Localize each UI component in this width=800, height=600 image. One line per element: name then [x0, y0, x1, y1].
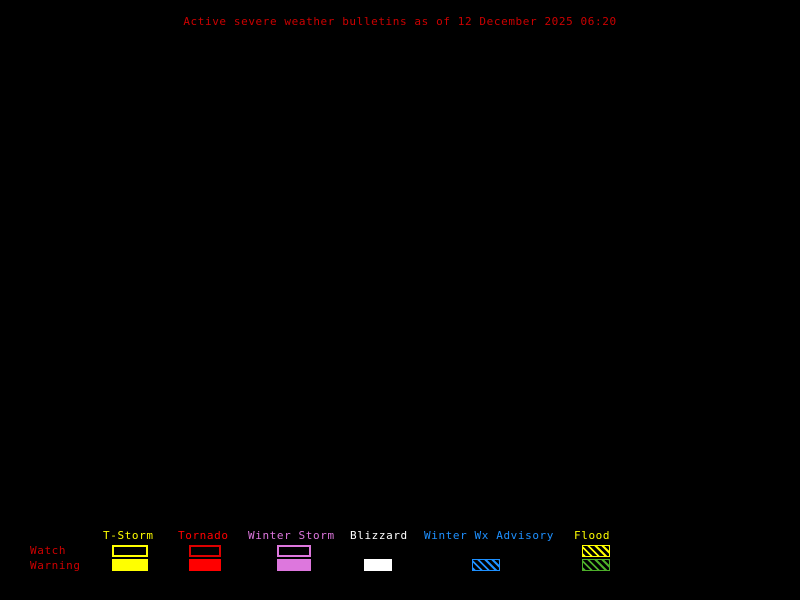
- legend-header-flood: Flood: [574, 529, 611, 542]
- legend-header-winter-storm: Winter Storm: [248, 529, 335, 542]
- legend-header-winter-wx-advisory: Winter Wx Advisory: [424, 529, 555, 542]
- legend-swatch-tstorm-watch: [112, 545, 148, 557]
- legend-swatch-flood-watch: [582, 545, 610, 557]
- legend-swatch-winter-wx-advisory-warning: [472, 559, 500, 571]
- legend-header-blizzard: Blizzard: [350, 529, 408, 542]
- title-bar: Active severe weather bulletins as of 12…: [0, 10, 800, 29]
- legend-row-label-watch: Watch: [30, 544, 67, 557]
- legend: Watch Warning T-Storm Tornado Winter Storm…: [0, 525, 800, 600]
- legend-swatch-blizzard-warning: [364, 559, 392, 571]
- legend-swatch-tornado-warning: [189, 559, 221, 571]
- weather-map-canvas[interactable]: [0, 30, 800, 525]
- legend-header-tstorm: T-Storm: [103, 529, 154, 542]
- page-title: Active severe weather bulletins as of 12…: [183, 15, 617, 28]
- legend-swatch-flood-warning: [582, 559, 610, 571]
- legend-header-tornado: Tornado: [178, 529, 229, 542]
- legend-swatch-tornado-watch: [189, 545, 221, 557]
- legend-swatch-winter-storm-warning: [277, 559, 311, 571]
- legend-swatch-tstorm-warning: [112, 559, 148, 571]
- legend-swatch-winter-storm-watch: [277, 545, 311, 557]
- legend-row-label-warning: Warning: [30, 559, 81, 572]
